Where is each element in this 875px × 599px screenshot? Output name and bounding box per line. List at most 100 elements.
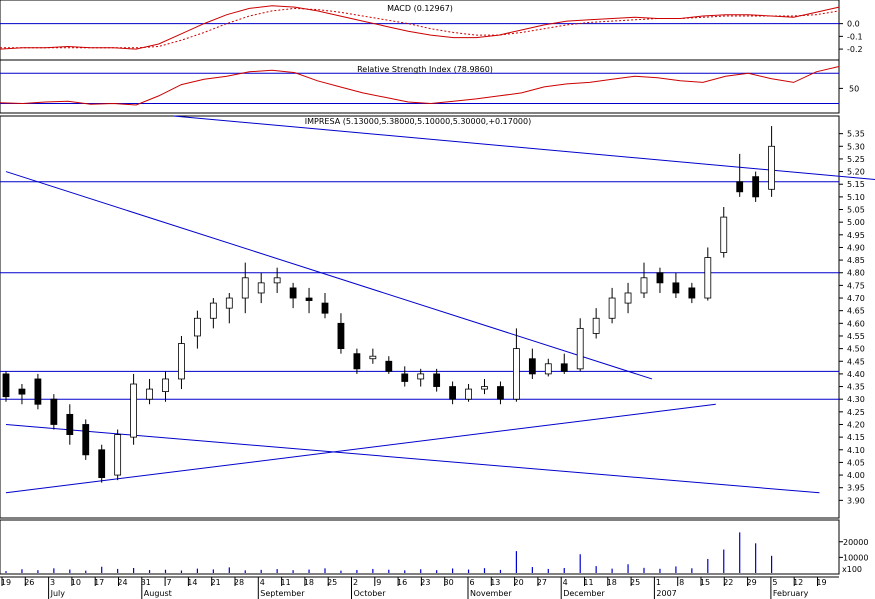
price-candle — [704, 247, 712, 301]
price-y-tick-label: 4.30 — [847, 395, 865, 404]
price-candle — [528, 348, 536, 379]
price-candle — [130, 373, 138, 445]
candle-body — [528, 358, 536, 375]
price-candle — [513, 328, 520, 402]
candle-body — [114, 434, 122, 476]
price-y-tick-label: 4.45 — [847, 357, 865, 366]
price-trendlines — [5, 115, 875, 494]
candle-body — [225, 297, 233, 309]
price-candle — [98, 444, 106, 483]
candle-body — [130, 383, 138, 438]
x-tick-label: 9 — [376, 578, 381, 587]
rsi-panel: Relative Strength Index (78.9860) 50 — [0, 59, 859, 114]
price-candle — [209, 298, 217, 329]
candle-body — [2, 373, 10, 398]
month-label: October — [354, 589, 387, 598]
price-trendline — [5, 403, 716, 494]
x-tick-label: 29 — [747, 578, 757, 587]
candle-body — [257, 282, 265, 294]
volume-y-tick-label: 10000 — [843, 553, 868, 562]
rsi-y-tick-label: 50 — [849, 84, 859, 93]
candle-body — [82, 424, 90, 456]
price-candle — [624, 282, 632, 314]
candle-body — [736, 181, 744, 193]
candle-body — [624, 292, 632, 304]
price-candle — [592, 308, 600, 339]
price-y-tick-label: 4.15 — [847, 433, 865, 442]
x-tick-label: 2 — [353, 578, 358, 587]
price-candle — [401, 366, 409, 387]
price-horizontal-lines — [0, 181, 839, 400]
price-y-tick-label: 4.60 — [847, 319, 865, 328]
x-tick-label: 30 — [444, 578, 454, 587]
price-y-tick-label: 4.05 — [847, 458, 865, 467]
x-tick-label: 13 — [490, 578, 500, 587]
price-y-tick-label: 5.00 — [847, 218, 865, 227]
candle-body — [704, 257, 712, 299]
x-tick-label: 4 — [563, 578, 568, 587]
price-y-axis: 5.35 5.30 5.25 5.20 5.15 5.10 5.05 5.00 4.95 4.90… — [839, 130, 865, 505]
candle-body — [513, 348, 520, 400]
month-label: August — [144, 589, 172, 598]
rsi-y-axis: 50 — [839, 84, 859, 93]
x-tick-label: 26 — [24, 578, 34, 587]
price-candle — [544, 358, 552, 377]
candle-body — [497, 386, 504, 400]
x-tick-label: 21 — [211, 578, 221, 587]
price-candle — [417, 368, 425, 387]
price-y-tick-label: 4.65 — [847, 307, 865, 316]
price-candle — [385, 356, 393, 374]
macd-y-axis: 0.0 -0.1 -0.2 — [839, 20, 863, 54]
volume-panel: 20000 10000 x100 — [0, 519, 868, 575]
candle-body — [433, 373, 441, 387]
candle-body — [417, 373, 425, 380]
price-y-tick-label: 5.35 — [847, 130, 865, 139]
price-candle — [193, 310, 201, 349]
candle-body — [608, 297, 616, 319]
price-candle — [82, 419, 90, 460]
x-tick-label: 18 — [304, 578, 314, 587]
rsi-title: Relative Strength Index (78.9860) — [357, 65, 493, 74]
x-axis-months: July August September October November Decemb… — [48, 586, 809, 599]
x-tick-label: 11 — [583, 578, 593, 587]
price-y-tick-label: 4.95 — [847, 231, 865, 240]
candle-body — [273, 277, 281, 284]
price-candle — [146, 378, 153, 405]
x-tick-label: 4 — [260, 578, 265, 587]
price-title: IMPRESA (5.13000,5.38000,5.10000,5.30000… — [305, 117, 531, 126]
month-label: November — [470, 589, 512, 598]
price-y-tick-label: 5.10 — [847, 193, 865, 202]
price-candle — [289, 282, 297, 309]
price-y-tick-label: 4.25 — [847, 408, 865, 417]
candle-body — [465, 388, 472, 400]
price-y-tick-label: 4.55 — [847, 332, 865, 341]
x-axis-ticks: 19 26 3 10 17 24 31 7 14 21 28 4 11 18 25 2 9 16 23 30 6 13 20… — [1, 577, 827, 587]
price-y-tick-label: 4.50 — [847, 345, 865, 354]
volume-bars — [5, 532, 773, 573]
candle-body — [66, 413, 74, 435]
x-tick-label: 16 — [397, 578, 407, 587]
candle-body — [209, 302, 217, 319]
candle-body — [656, 272, 664, 284]
rsi-panel-frame — [0, 59, 840, 114]
candle-body — [34, 378, 42, 405]
macd-y-tick-label: -0.1 — [847, 32, 863, 41]
candle-body — [321, 302, 329, 314]
price-candle — [2, 371, 10, 402]
price-candle — [465, 384, 472, 402]
candle-body — [289, 287, 297, 299]
candle-body — [369, 355, 377, 360]
price-y-tick-label: 5.25 — [847, 155, 865, 164]
volume-y-axis: 20000 10000 — [839, 538, 868, 562]
price-candle — [752, 171, 760, 202]
candle-body — [592, 317, 600, 334]
x-tick-label: 10 — [71, 578, 81, 587]
candle-body — [576, 327, 584, 370]
month-label: July — [50, 589, 66, 598]
month-label: February — [773, 589, 809, 598]
x-tick-label: 27 — [537, 578, 547, 587]
price-candle — [449, 381, 457, 405]
price-candle — [560, 353, 568, 374]
x-tick-label: 1 — [656, 578, 661, 587]
price-trendline — [173, 115, 875, 181]
